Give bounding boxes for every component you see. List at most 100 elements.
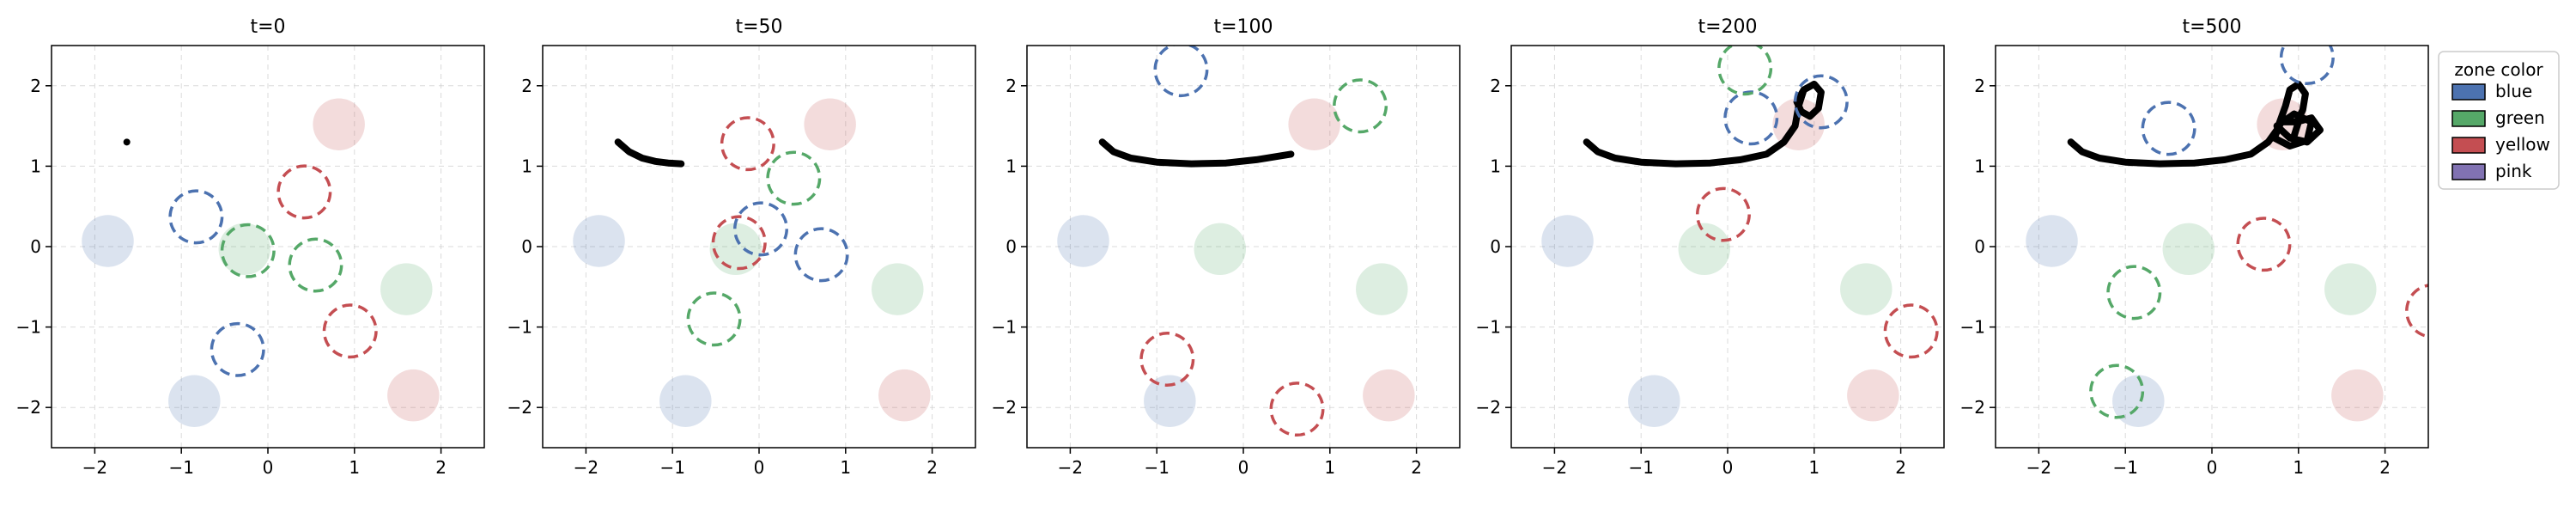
target-red — [322, 303, 378, 359]
panel-3: t=200 −2 −1 0 1 2 −2 −1 0 1 2 — [1476, 16, 1945, 478]
trajectory-line — [614, 138, 685, 168]
y-tick-label: 1 — [1974, 156, 1985, 176]
target-blue — [2141, 101, 2196, 156]
y-tick-label: 0 — [30, 236, 41, 257]
target-blue — [793, 227, 849, 283]
x-tick-label: −1 — [2112, 457, 2137, 478]
y-tick-label: −2 — [507, 397, 532, 418]
x-tick-label: −2 — [1542, 457, 1567, 478]
zone-green — [380, 263, 433, 315]
target-green — [2106, 265, 2162, 321]
zone-green — [2324, 263, 2377, 315]
x-tick-label: 1 — [1808, 457, 1820, 478]
zone-blue — [659, 375, 712, 427]
zone-red — [804, 98, 856, 150]
legend-swatch-blue — [2451, 83, 2486, 101]
panel-title: t=100 — [1213, 16, 1273, 38]
target-blue — [1723, 90, 1779, 146]
y-tick-label: −2 — [1960, 397, 1985, 418]
target-red — [720, 116, 775, 172]
zone-green — [2162, 223, 2215, 276]
target-green — [1717, 46, 1773, 96]
zone-green — [1678, 223, 1731, 276]
target-blue — [210, 321, 265, 377]
legend-swatch-green — [2451, 110, 2486, 127]
x-tick-label: 0 — [263, 457, 274, 478]
panel-4: t=500 −2 −1 0 1 2 −2 −1 0 1 2 — [1960, 16, 2429, 478]
x-tick-label: −1 — [168, 457, 193, 478]
target-red — [1695, 186, 1751, 242]
zone-blue — [168, 375, 221, 427]
legend-label-pink: pink — [2495, 161, 2532, 181]
legend-items: blue green yellow pink — [2451, 81, 2550, 181]
x-tick-label: −2 — [2026, 457, 2051, 478]
zone-blue — [82, 215, 134, 267]
zone-red — [387, 369, 440, 422]
zone-blue — [2026, 215, 2078, 267]
x-tick-label: 1 — [349, 457, 360, 478]
target-green — [220, 223, 276, 278]
y-tick-label: 2 — [1974, 76, 1985, 96]
y-tick-label: 1 — [1005, 156, 1017, 176]
target-green — [2089, 363, 2145, 419]
x-tick-label: −1 — [1628, 457, 1653, 478]
trajectory-line — [2067, 80, 2324, 168]
x-tick-label: 0 — [754, 457, 765, 478]
zone-red — [313, 98, 365, 150]
x-tick-label: 1 — [1324, 457, 1335, 478]
trajectory-line — [1098, 138, 1295, 168]
panel-title: t=0 — [250, 16, 285, 38]
target-red — [1269, 382, 1325, 437]
zone-red — [878, 369, 931, 422]
x-tick-label: 2 — [2379, 457, 2391, 478]
y-tick-label: −1 — [1476, 317, 1501, 338]
y-tick-label: −1 — [507, 317, 532, 338]
target-blue — [1153, 46, 1209, 98]
x-tick-label: 0 — [2207, 457, 2218, 478]
zone-red — [2331, 369, 2384, 422]
y-tick-label: 0 — [1490, 236, 1501, 257]
legend-label-yellow: yellow — [2495, 134, 2550, 155]
y-tick-label: 2 — [30, 76, 41, 96]
plot-area — [52, 46, 484, 448]
plot-area — [1027, 46, 1460, 448]
y-tick-label: −2 — [992, 397, 1017, 418]
legend: zone color blue green yellow pink — [2438, 51, 2560, 190]
y-tick-label: 2 — [521, 76, 532, 96]
target-red — [1139, 332, 1195, 388]
y-tick-label: 2 — [1005, 76, 1017, 96]
zone-green — [872, 263, 924, 315]
zone-green — [1356, 263, 1408, 315]
x-tick-label: −1 — [659, 457, 684, 478]
y-tick-label: −2 — [1476, 397, 1501, 418]
zone-green — [1194, 223, 1247, 276]
target-green — [686, 291, 742, 347]
x-tick-label: 2 — [435, 457, 447, 478]
target-red — [2405, 284, 2428, 339]
target-blue — [1793, 74, 1849, 130]
panel-title: t=500 — [2182, 16, 2241, 38]
legend-swatch-pink — [2451, 163, 2486, 180]
x-tick-label: −2 — [82, 457, 107, 478]
y-tick-label: −1 — [16, 317, 41, 338]
x-tick-label: 2 — [1895, 457, 1906, 478]
x-tick-label: 2 — [927, 457, 938, 478]
plot-area — [1511, 46, 1944, 448]
target-green — [288, 237, 343, 293]
y-tick-label: 2 — [1490, 76, 1501, 96]
zone-green — [1840, 263, 1893, 315]
target-blue — [168, 189, 224, 245]
zone-blue — [1628, 375, 1680, 427]
zone-blue — [573, 215, 625, 267]
target-red — [1883, 303, 1939, 359]
zone-red — [1288, 98, 1340, 150]
x-tick-label: 0 — [1238, 457, 1249, 478]
legend-swatch-yellow — [2451, 137, 2486, 154]
zone-blue — [1144, 375, 1196, 427]
panel-title: t=200 — [1698, 16, 1757, 38]
target-red — [2236, 217, 2292, 272]
y-tick-label: −1 — [1960, 317, 1985, 338]
y-tick-label: 1 — [30, 156, 41, 176]
